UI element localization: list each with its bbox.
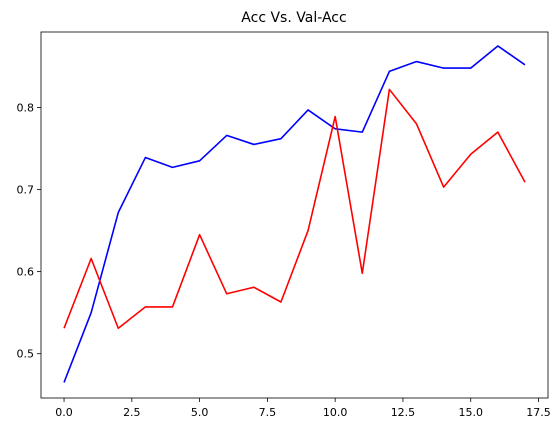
series-line-1 (63, 45, 526, 383)
x-tick-label: 15.0 (458, 406, 483, 419)
x-tick-label: 0.0 (55, 406, 73, 419)
x-tick-label: 17.5 (526, 406, 551, 419)
x-tick-label: 10.0 (323, 406, 348, 419)
y-tick-label: 0.8 (17, 101, 35, 114)
y-tick-label: 0.6 (17, 266, 35, 279)
x-tick-label: 5.0 (191, 406, 209, 419)
plot-area-frame (40, 31, 549, 399)
y-tick-label: 0.7 (17, 184, 35, 197)
y-axis: 0.5 0.6 0.7 0.8 (17, 101, 41, 361)
y-tick-label: 0.5 (17, 348, 35, 361)
x-axis: 0.0 2.5 5.0 7.5 10.0 12.5 15.0 17.5 (55, 398, 551, 419)
series-line-2 (63, 88, 526, 330)
x-tick-label: 2.5 (123, 406, 141, 419)
series-layer (63, 45, 526, 383)
chart-title: Acc Vs. Val-Acc (241, 10, 346, 26)
x-tick-label: 7.5 (259, 406, 277, 419)
x-tick-label: 12.5 (391, 406, 416, 419)
